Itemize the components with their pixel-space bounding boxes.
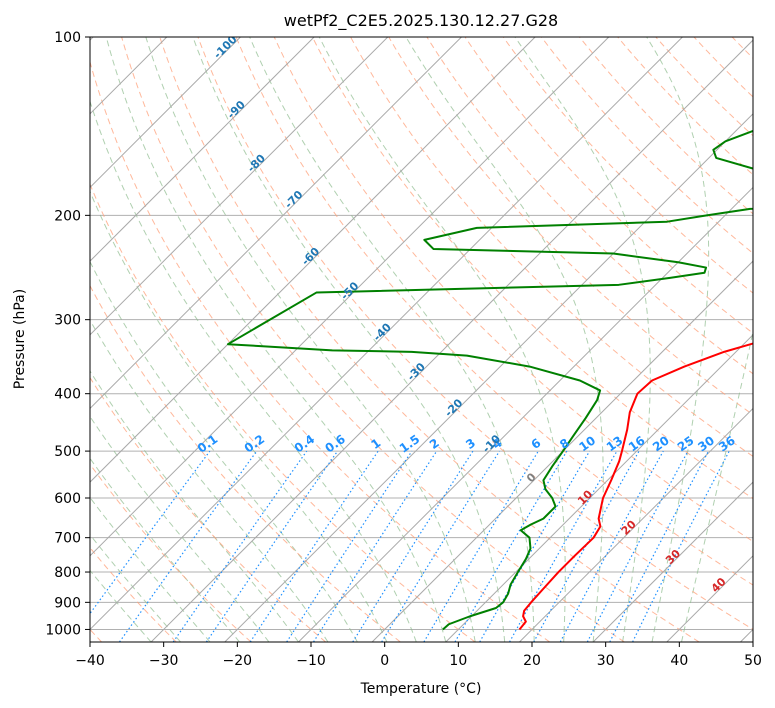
isotherm-line [90, 37, 683, 631]
moist-adiabat-line [192, 37, 506, 642]
isotherm-line [90, 37, 315, 262]
dry-adiabat-line [579, 37, 753, 215]
x-tick-label: −10 [296, 653, 326, 669]
mixing-ratio-line [381, 450, 500, 642]
isotherm-line [592, 481, 753, 642]
y-axis: 1000 900 800 700 600 500 400 300 200 100 [45, 30, 90, 638]
mixing-ratio-line [352, 450, 474, 642]
moist-adiabat-line [90, 99, 417, 642]
plot-area [90, 37, 753, 642]
dry-adiabat-line [90, 463, 252, 642]
moist-adiabat-line [90, 415, 270, 642]
moist-adiabat-line [90, 496, 211, 642]
x-tick-label: 0 [380, 653, 389, 669]
dry-adiabat-line [121, 37, 625, 642]
dry-adiabat-line [311, 37, 753, 500]
x-tick-label: −30 [149, 653, 179, 669]
y-tick-label: 100 [54, 30, 81, 46]
isotherm-line [90, 37, 536, 483]
y-tick-label: 1000 [45, 622, 81, 638]
dry-adiabat-line [770, 37, 775, 642]
moist-adiabat-line [405, 37, 604, 642]
dry-adiabat-line [90, 60, 551, 642]
y-tick-label: 900 [54, 595, 81, 611]
chart-title: wetPf2_C2E5.2025.130.12.27.G28 [284, 11, 558, 31]
mixing-ratio-line [172, 450, 308, 642]
isotherm-line [224, 113, 753, 642]
x-tick-label: −40 [75, 653, 105, 669]
x-tick-label: 50 [744, 653, 762, 669]
moist-adiabat-line [90, 457, 240, 642]
isotherm-line [519, 407, 753, 642]
isotherm-line [90, 37, 241, 189]
moist-adiabat-line [145, 37, 476, 642]
y-axis-label: Pressure (hPa) [12, 289, 28, 389]
dry-adiabat-line [90, 284, 401, 642]
y-tick-label: 200 [54, 208, 81, 224]
plot-background [90, 37, 753, 642]
plot-frame-border [89, 36, 754, 643]
moist-adiabat-line [681, 329, 753, 642]
isotherm-line [90, 37, 610, 557]
dry-adiabat-line [464, 37, 753, 334]
moist-adiabat-line [318, 37, 566, 642]
moist-adiabats [90, 37, 753, 642]
isotherm-line [298, 186, 753, 642]
x-tick-label: 40 [670, 653, 688, 669]
dry-adiabat-line [502, 37, 753, 294]
mixing-ratio-line [559, 450, 664, 642]
moist-adiabat-line [90, 569, 152, 642]
y-tick-label: 400 [54, 387, 81, 403]
x-tick-label: 10 [449, 653, 467, 669]
y-tick-label: 800 [54, 565, 81, 581]
x-tick-label: 20 [523, 653, 541, 669]
isotherms [90, 37, 753, 642]
dry-adiabat-line [388, 37, 753, 416]
y-tick-label: 300 [54, 313, 81, 329]
isotherm-line [150, 39, 753, 642]
mixing-ratio-line [423, 450, 539, 642]
mixing-ratio-line [479, 450, 591, 642]
x-tick-label: 30 [597, 653, 615, 669]
plot-frame [89, 36, 754, 643]
y-tick-label: 700 [54, 531, 81, 547]
moist-adiabat-line [90, 319, 329, 642]
dewpoint-profile-line [226, 129, 753, 631]
x-axis: −40 −30 −20 −10 0 10 20 30 40 50 [75, 642, 762, 669]
mixing-ratio-lines [90, 450, 730, 642]
isotherm-line [90, 37, 462, 410]
moist-adiabat-line [90, 190, 388, 642]
mixing-ratio-line [509, 450, 618, 642]
mixing-ratio-line [90, 450, 211, 615]
moist-adiabat-line [90, 260, 358, 642]
moist-adiabat-line [90, 533, 181, 642]
dry-adiabat-line [235, 37, 753, 586]
y-tick-label: 600 [54, 491, 81, 507]
x-tick-label: −20 [223, 653, 253, 669]
y-tick-label: 500 [54, 444, 81, 460]
dry-adiabat-line [159, 37, 700, 642]
dry-adiabat-line [197, 37, 753, 631]
isotherm-line [90, 37, 389, 336]
mixing-ratio-line [205, 450, 339, 642]
x-axis-label: Temperature (°C) [360, 681, 482, 697]
dry-adiabat-line [617, 37, 753, 176]
temperature-profile-line [518, 342, 753, 631]
mixing-ratio-line [313, 450, 438, 642]
mixing-ratio-line [119, 450, 258, 642]
mixing-ratio-line [454, 450, 568, 642]
profiles [226, 129, 753, 631]
moist-adiabat-line [646, 37, 710, 642]
isotherm-line [445, 334, 753, 642]
isotherm-line [371, 260, 753, 642]
